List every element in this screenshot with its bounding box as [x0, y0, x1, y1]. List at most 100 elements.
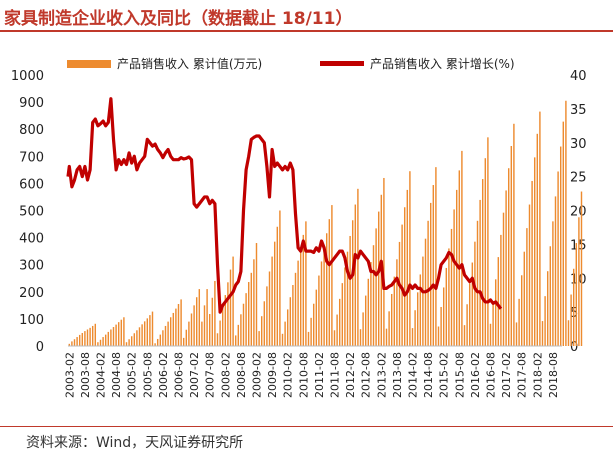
bar [505, 190, 507, 346]
bar [271, 256, 273, 346]
bar [84, 331, 86, 346]
legend-line-label: 产品销售收入 累计增长(%) [370, 56, 515, 71]
bar [359, 329, 362, 346]
bar [370, 261, 372, 346]
bar [151, 311, 154, 346]
bar [338, 298, 341, 346]
bar [104, 334, 107, 346]
x-tick-label: 2015-08 [453, 352, 466, 398]
bar [572, 268, 575, 346]
bar [86, 329, 89, 346]
x-tick-label: 2018-08 [547, 352, 560, 398]
bar [250, 272, 253, 346]
bar [260, 316, 263, 346]
bar [513, 123, 515, 346]
bar [461, 150, 463, 346]
bar [203, 305, 206, 346]
bar [580, 191, 583, 346]
bar [284, 321, 286, 346]
x-tick-label: 2003-08 [79, 352, 92, 398]
bar [175, 308, 177, 346]
bar [450, 228, 453, 346]
bar [406, 189, 409, 346]
x-tick-label: 2012-02 [344, 352, 357, 398]
bar [507, 168, 510, 346]
bar [476, 220, 479, 346]
bar [466, 304, 468, 346]
bar [136, 330, 138, 346]
x-tick-label: 2007-02 [188, 352, 201, 398]
bar [479, 199, 481, 346]
bar [146, 318, 149, 346]
x-tick-label: 2011-08 [329, 352, 342, 398]
bar [190, 313, 193, 346]
left-tick-label: 200 [19, 286, 44, 301]
bar [401, 224, 403, 346]
bar [515, 322, 518, 346]
bar [453, 209, 455, 346]
bar [120, 319, 123, 346]
legend-bar-swatch [67, 60, 111, 68]
bar [294, 272, 297, 346]
line-series [66, 97, 503, 314]
bar [531, 180, 533, 346]
right-tick-label: 25 [570, 171, 587, 186]
bar [242, 303, 245, 346]
legend-line-swatch [320, 61, 364, 66]
bar [276, 226, 279, 346]
bar [193, 305, 195, 346]
bar [169, 317, 172, 346]
left-tick-label: 1000 [11, 69, 44, 84]
bar [302, 234, 305, 346]
bar [99, 339, 102, 346]
bar [221, 307, 224, 346]
x-tick-label: 2014-08 [422, 352, 435, 398]
bar [307, 331, 310, 346]
bar [162, 330, 164, 346]
bar [115, 324, 117, 346]
bar [565, 100, 567, 346]
bar [362, 312, 364, 346]
bar [188, 321, 190, 346]
bar [299, 248, 302, 346]
bar [393, 276, 396, 346]
right-tick-label: 30 [570, 137, 587, 152]
bar [414, 310, 416, 346]
left-axis-ticks: 0 100 200 300 400 500 600 700 800 900 1000 [11, 69, 44, 355]
x-axis-tick-labels: 2003-02 2003-08 2004-02 2004-08 2005-02 2005-… [63, 352, 560, 398]
bar [533, 157, 536, 346]
bar [383, 177, 385, 346]
bar [544, 296, 546, 346]
bar [229, 269, 232, 346]
bar [403, 207, 406, 346]
bar [149, 315, 151, 346]
bar [138, 327, 141, 346]
bar [554, 196, 557, 346]
x-tick-label: 2006-08 [173, 352, 186, 398]
bar [71, 341, 73, 346]
bar [484, 158, 487, 346]
bar [336, 314, 338, 346]
bar [367, 278, 370, 346]
bar [110, 329, 112, 346]
bar [481, 179, 484, 346]
left-tick-label: 0 [36, 340, 44, 355]
bar [180, 299, 182, 346]
bar [536, 133, 539, 346]
bar [432, 185, 435, 346]
bar [208, 314, 211, 346]
bar [234, 335, 237, 346]
bar [232, 256, 234, 346]
bar [258, 331, 260, 346]
bar [323, 247, 325, 346]
chart-title: 家具制造企业收入及同比（数据截止 18/11） [4, 9, 353, 29]
bar [468, 283, 471, 346]
bar [375, 228, 377, 346]
bar [427, 220, 429, 346]
bar [68, 343, 71, 346]
bar [318, 275, 320, 346]
bar [286, 309, 289, 346]
bar [411, 328, 414, 346]
bar [182, 337, 185, 346]
